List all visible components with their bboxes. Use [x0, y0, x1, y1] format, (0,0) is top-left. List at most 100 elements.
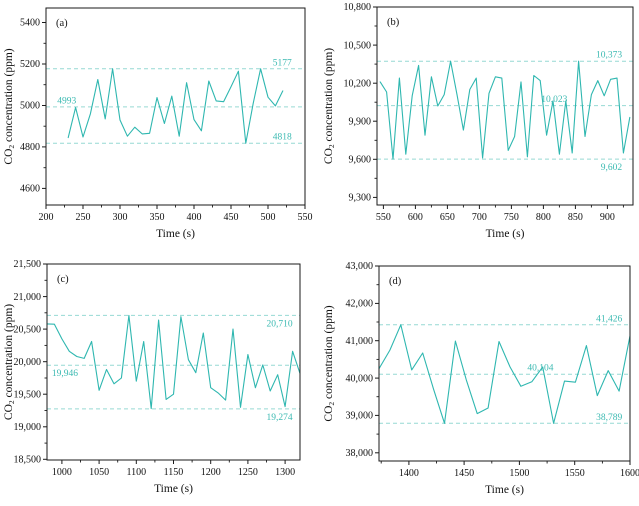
y-tick-label: 20,500 [14, 324, 42, 335]
y-tick-label: 18,500 [14, 455, 42, 466]
x-axis-title: Time (s) [486, 228, 525, 240]
x-tick-label: 1100 [126, 467, 146, 478]
ref-line-value-label: 10,023 [541, 95, 567, 105]
y-tick-label: 38,000 [346, 448, 374, 459]
chart-d-canvas: 1400 1450 1500 1550 1600 38,000 39,000 40,000 41… [320, 253, 639, 506]
ref-line-value-label: 20,710 [266, 319, 292, 329]
data-line [67, 68, 284, 144]
x-tick-label: 350 [150, 212, 165, 223]
ref-line-value-label: 9,602 [601, 163, 623, 173]
x-tick-label: 1050 [89, 467, 109, 478]
x-tick-label: 500 [261, 212, 276, 223]
x-tick-label: 1150 [164, 467, 184, 478]
x-tick-label: 1500 [509, 468, 529, 479]
ref-line-value-label: 19,274 [266, 413, 292, 423]
x-tick-label: 1550 [565, 468, 585, 479]
x-tick-label: 850 [568, 212, 583, 223]
y-tick-label: 9,900 [349, 116, 372, 127]
x-tick-label: 600 [408, 212, 423, 223]
reference-lines [46, 68, 305, 144]
panel-tag-label: (a) [56, 18, 68, 29]
y-tick-label: 42,000 [346, 299, 374, 310]
y-tick-label: 43,000 [346, 261, 374, 272]
y-tick-label: 10,800 [344, 2, 372, 13]
ref-line-value-label: 38,789 [596, 413, 622, 423]
x-tick-label: 750 [504, 212, 519, 223]
y-tick-label: 41,000 [346, 336, 374, 347]
axes: 200 250 300 350 400 450 500 550 4600 4800 5000 5200… [20, 18, 313, 223]
y-tick-label: 5200 [20, 59, 40, 70]
plot-border [46, 263, 301, 461]
plot-border [376, 6, 634, 206]
y-axis-title: CO2 concentration (ppm) [323, 48, 336, 164]
ref-line-value-label: 5177 [273, 58, 292, 68]
panel-tag-label: (b) [387, 17, 400, 28]
y-tick-label: 9,300 [349, 193, 372, 204]
x-tick-label: 900 [600, 212, 615, 223]
y-tick-label: 21,500 [14, 259, 42, 270]
x-axis-title: Time (s) [485, 484, 524, 496]
ref-line-value-label: 10,373 [596, 51, 622, 61]
panel-tag-label: (c) [57, 274, 69, 285]
y-axis-title: CO2 concentration (ppm) [3, 304, 16, 420]
x-tick-label: 250 [76, 212, 91, 223]
ref-line-value-label: 41,426 [596, 314, 622, 324]
x-tick-label: 1000 [52, 467, 72, 478]
y-tick-label: 39,000 [346, 411, 374, 422]
axes: 1400 1450 1500 1550 1600 38,000 39,000 40,000 41… [346, 261, 639, 479]
axes: 1000 1050 1100 1150 1200 1250 1300 18,500 19,000… [14, 259, 296, 478]
y-tick-label: 5400 [20, 18, 40, 29]
ref-line-value-label: 40,104 [527, 364, 553, 374]
x-tick-label: 400 [187, 212, 202, 223]
panel-b: 550 600 650 700 750 800 850 900 9,300 9,600 9,900 1… [320, 0, 639, 253]
ref-line-value-label: 4818 [273, 133, 292, 143]
x-tick-label: 1450 [454, 468, 474, 479]
y-tick-label: 20,000 [14, 357, 42, 368]
annotations: 5177 4993 4818 [57, 58, 292, 142]
y-tick-label: 21,000 [14, 292, 42, 303]
y-tick-label: 19,500 [14, 389, 42, 400]
ref-line-value-label: 4993 [57, 96, 76, 106]
x-tick-label: 800 [536, 212, 551, 223]
x-tick-label: 1400 [399, 468, 419, 479]
chart-a-canvas: 200 250 300 350 400 450 500 550 4600 4800 5000 5200… [0, 0, 320, 253]
y-tick-label: 10,200 [344, 78, 372, 89]
data-line [379, 60, 631, 160]
x-tick-label: 650 [440, 212, 455, 223]
y-tick-label: 10,500 [344, 40, 372, 51]
y-axis-title: CO2 concentration (ppm) [3, 48, 16, 164]
y-tick-label: 4600 [20, 184, 40, 195]
ref-line-value-label: 19,946 [52, 369, 78, 379]
annotations: 20,710 19,946 19,274 [52, 319, 293, 423]
x-tick-label: 200 [39, 212, 54, 223]
y-tick-label: 9,600 [349, 155, 372, 166]
y-tick-label: 4800 [20, 142, 40, 153]
x-tick-label: 1250 [238, 467, 258, 478]
axes: 550 600 650 700 750 800 850 900 9,300 9,600 9,900 1… [344, 2, 624, 223]
panel-c: 1000 1050 1100 1150 1200 1250 1300 18,500 19,000… [0, 253, 320, 506]
y-tick-label: 5000 [20, 101, 40, 112]
annotations: 41,426 40,104 38,789 [527, 314, 622, 423]
x-axis-title: Time (s) [154, 483, 193, 495]
plot-border [378, 265, 631, 462]
y-axis-title: CO2 concentration (ppm) [323, 305, 336, 421]
data-line [46, 314, 301, 410]
data-line [378, 324, 631, 424]
panel-a: 200 250 300 350 400 450 500 550 4600 4800 5000 5200… [0, 0, 320, 253]
y-tick-label: 19,000 [14, 422, 42, 433]
x-tick-label: 550 [376, 212, 391, 223]
x-tick-label: 300 [113, 212, 128, 223]
chart-b-canvas: 550 600 650 700 750 800 850 900 9,300 9,600 9,900 1… [320, 0, 639, 253]
x-tick-label: 700 [472, 212, 487, 223]
reference-lines [47, 314, 300, 410]
x-axis-title: Time (s) [156, 228, 195, 240]
x-tick-label: 1200 [201, 467, 221, 478]
chart-c-canvas: 1000 1050 1100 1150 1200 1250 1300 18,500 19,000… [0, 253, 320, 506]
x-tick-label: 1600 [620, 468, 639, 479]
x-tick-label: 450 [224, 212, 239, 223]
annotations: 10,373 10,023 9,602 [541, 51, 622, 173]
reference-lines [377, 60, 633, 160]
x-tick-label: 1300 [275, 467, 295, 478]
panel-tag-label: (d) [389, 276, 402, 287]
